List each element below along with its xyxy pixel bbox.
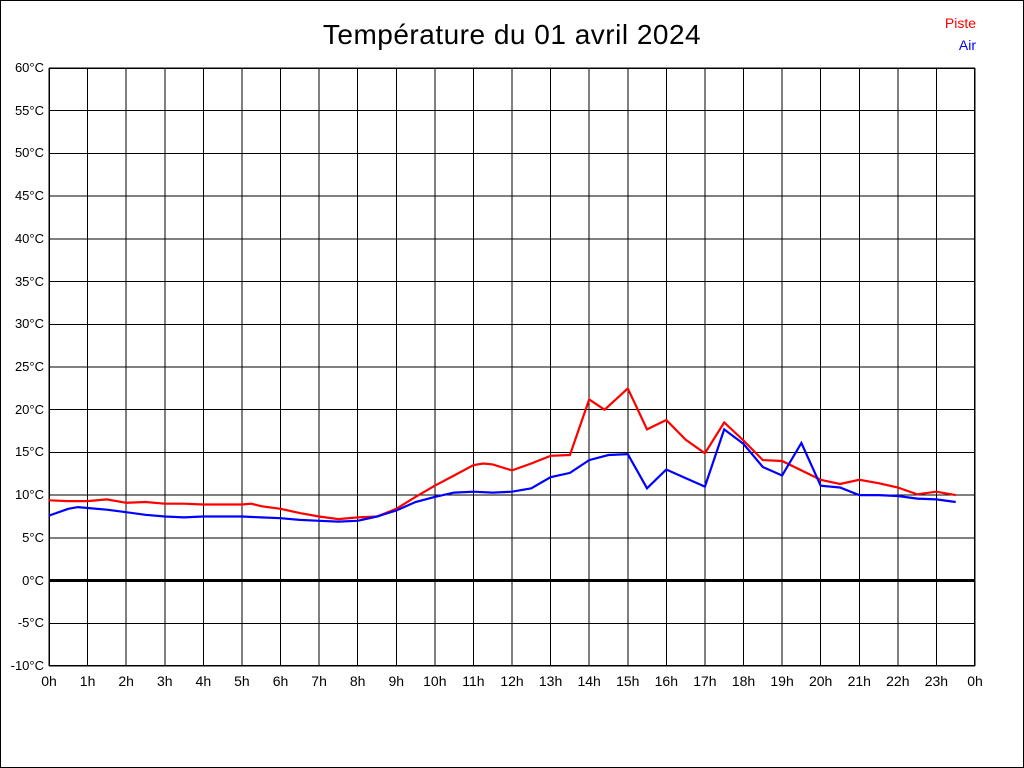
- x-tick-label: 16h: [654, 673, 678, 689]
- x-tick-label: 6h: [272, 673, 289, 689]
- y-tick-label: 40°C: [14, 230, 44, 246]
- x-tick-label: 18h: [731, 673, 756, 689]
- chart-title: Température du 01 avril 2024: [322, 19, 702, 50]
- x-tick-label: 21h: [847, 673, 871, 689]
- x-tick-label: 7h: [311, 673, 327, 689]
- y-tick-label: 15°C: [14, 444, 44, 460]
- plot-frame: [49, 68, 975, 666]
- x-tick-label: 22h: [886, 673, 910, 689]
- x-tick-label: 15h: [616, 673, 640, 689]
- chart-legend: Piste Air: [945, 12, 976, 56]
- air-temperature-line: [48, 427, 956, 523]
- plot-area: [48, 67, 976, 667]
- x-tick-label: 13h: [538, 673, 563, 689]
- x-tick-label: 5h: [234, 673, 250, 689]
- y-tick-label: 35°C: [14, 273, 44, 289]
- y-tick-label: 60°C: [14, 60, 44, 75]
- x-tick-label: 17h: [693, 673, 717, 689]
- y-tick-label: 50°C: [14, 145, 44, 161]
- y-tick-label: -10°C: [10, 658, 44, 673]
- x-tick-label: 11h: [462, 673, 485, 689]
- x-tick-label: 1h: [79, 673, 96, 689]
- x-tick-label: 20h: [808, 673, 833, 689]
- y-tick-label: 45°C: [14, 188, 44, 204]
- y-tick-label: 5°C: [22, 529, 44, 545]
- legend-item-air: Air: [958, 37, 976, 53]
- x-tick-label: 8h: [349, 673, 366, 689]
- y-tick-label: 30°C: [14, 316, 44, 332]
- y-tick-label: 25°C: [14, 359, 44, 374]
- y-tick-label: 10°C: [14, 487, 44, 503]
- x-tick-label: 0h: [41, 673, 57, 689]
- x-tick-label: 23h: [924, 673, 949, 689]
- x-tick-label: 10h: [423, 673, 447, 689]
- x-tick-label: 14h: [577, 673, 601, 689]
- x-tick-label: 2h: [118, 673, 134, 689]
- piste-temperature-line: [48, 386, 956, 521]
- x-tick-label: 3h: [156, 673, 173, 689]
- x-tick-label: 4h: [195, 673, 212, 689]
- x-tick-label: 0h: [967, 673, 983, 689]
- legend-item-piste: Piste: [944, 15, 976, 31]
- y-tick-label: 20°C: [14, 401, 44, 417]
- x-tick-label: 9h: [388, 673, 405, 689]
- y-tick-label: 0°C: [22, 572, 44, 588]
- y-tick-label: -5°C: [17, 615, 44, 631]
- x-tick-label: 19h: [770, 673, 794, 689]
- y-tick-label: 55°C: [14, 102, 44, 118]
- x-tick-label: 12h: [500, 673, 524, 689]
